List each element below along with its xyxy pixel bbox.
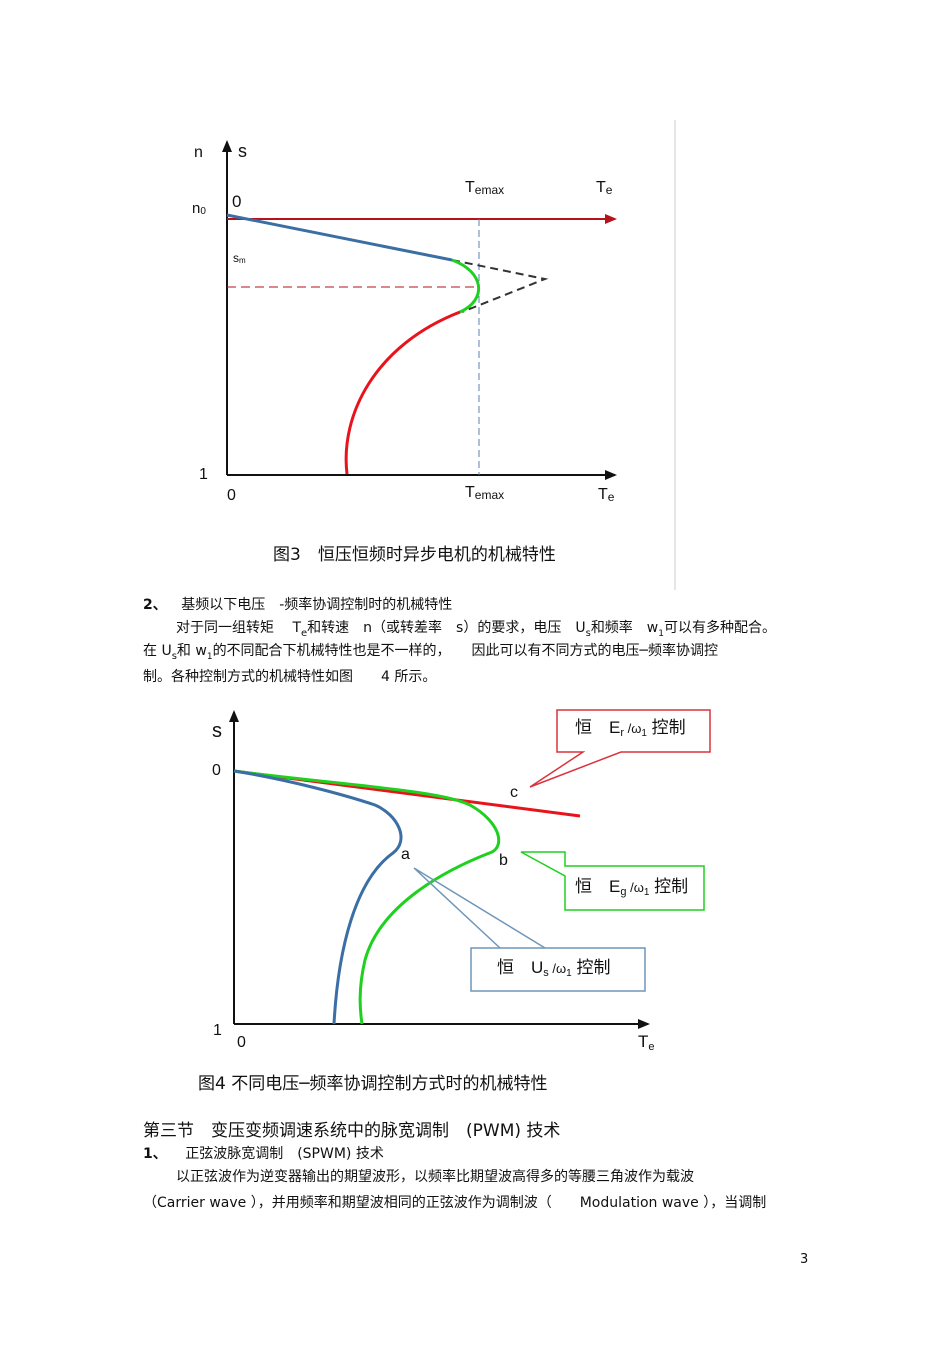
- extension-dashed-lines: [451, 259, 549, 313]
- figure-3-diagram: n s n0 0 Temax Te sm 1 0 Temax Te: [192, 120, 676, 590]
- curve-a-label: a: [401, 846, 410, 863]
- section-2-line-3: 制。各种控制方式的机械特性如图 4 所示。: [143, 669, 437, 685]
- callout-er-label: 恒 Er /ω1 控制: [575, 718, 686, 739]
- subsection-1-number: 1、: [143, 1146, 167, 1162]
- axis-s-label: s: [238, 141, 247, 161]
- upper-curve: [226, 213, 453, 262]
- curve-b: [233, 769, 501, 1025]
- n0-label: n0: [192, 200, 206, 217]
- figure-4-caption: 图4 不同电压─频率协调控制方式时的机械特性: [198, 1074, 548, 1094]
- subsection-1-heading: 1、 正弦波脉宽调制 (SPWM) 技术: [143, 1144, 384, 1164]
- curve-a: [233, 769, 403, 1025]
- section-2-line-1: 对于同一组转矩 Te和转速 n（或转差率 s）的要求，电压 Us和频率 w1可以…: [176, 620, 776, 639]
- zero-bottom-label: 0: [227, 487, 236, 504]
- page-number: 3: [800, 1252, 809, 1267]
- temax-bottom-label: Temax: [465, 484, 504, 502]
- section-2-title: 基频以下电压 -频率协调控制时的机械特性: [181, 597, 453, 613]
- te-bottom-label: Te: [598, 486, 615, 504]
- axis-n-label: n: [194, 144, 203, 161]
- temax-top-label: Temax: [465, 179, 504, 197]
- te-label: Te: [638, 1032, 655, 1053]
- lower-curve: [344, 310, 461, 475]
- curve-b-label: b: [499, 852, 508, 869]
- section-2-heading: 2、 基频以下电压 -频率协调控制时的机械特性: [143, 595, 452, 615]
- zero-top-label: 0: [212, 762, 221, 779]
- subsection-1-title: 正弦波脉宽调制 (SPWM) 技术: [185, 1146, 384, 1162]
- section-2-number: 2、: [143, 597, 167, 613]
- callout-us-label: 恒 Us /ω1 控制: [497, 958, 610, 979]
- figure-4-diagram: s 0 1 0 Te a b c 恒 Er /ω1 控制 恒 Eg /ω1 控制…: [212, 709, 711, 1053]
- axis-s-label: s: [212, 720, 222, 742]
- callout-eg-box: [520, 851, 705, 911]
- section-3-heading: 第三节 变压变频调速系统中的脉宽调制 (PWM) 技术: [143, 1121, 561, 1141]
- one-label: 1: [213, 1022, 222, 1039]
- callout-eg-label: 恒 Eg /ω1 控制: [575, 877, 688, 898]
- zero-bottom-label: 0: [237, 1034, 246, 1051]
- callout-er-box: [529, 709, 711, 788]
- paragraph-line-1: 以正弦波作为逆变器输出的期望波形，以频率比期望波高得多的等腰三角波作为载波: [176, 1169, 694, 1185]
- curve-c-label: c: [510, 784, 518, 801]
- paragraph-line-2: （Carrier wave ），并用频率和期望波相同的正弦波作为调制波（ Mod…: [143, 1195, 767, 1211]
- figure-3-caption: 图3 恒压恒频时异步电机的机械特性: [273, 545, 556, 565]
- zero-top-label: 0: [232, 192, 241, 211]
- callout-us-pointer: [413, 867, 546, 949]
- section-2-line-2: 在 Us和 w1的不同配合下机械特性也是不一样的， 因此可以有不同方式的电压─频…: [143, 643, 718, 662]
- sm-label: sm: [233, 251, 246, 265]
- te-top-label: Te: [596, 179, 613, 197]
- one-label: 1: [199, 466, 208, 483]
- middle-curve: [451, 258, 480, 314]
- callout-us-box: [470, 947, 646, 992]
